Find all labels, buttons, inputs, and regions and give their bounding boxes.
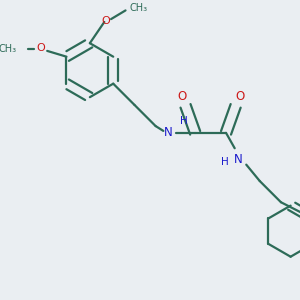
Text: N: N: [234, 153, 243, 166]
Text: H: H: [180, 116, 188, 126]
Text: CH₃: CH₃: [130, 4, 148, 14]
Text: CH₃: CH₃: [0, 44, 17, 54]
Text: N: N: [164, 126, 172, 139]
Text: O: O: [177, 90, 186, 103]
Text: O: O: [36, 43, 45, 53]
Text: O: O: [235, 90, 244, 103]
Text: O: O: [101, 16, 110, 26]
Text: H: H: [221, 157, 229, 167]
